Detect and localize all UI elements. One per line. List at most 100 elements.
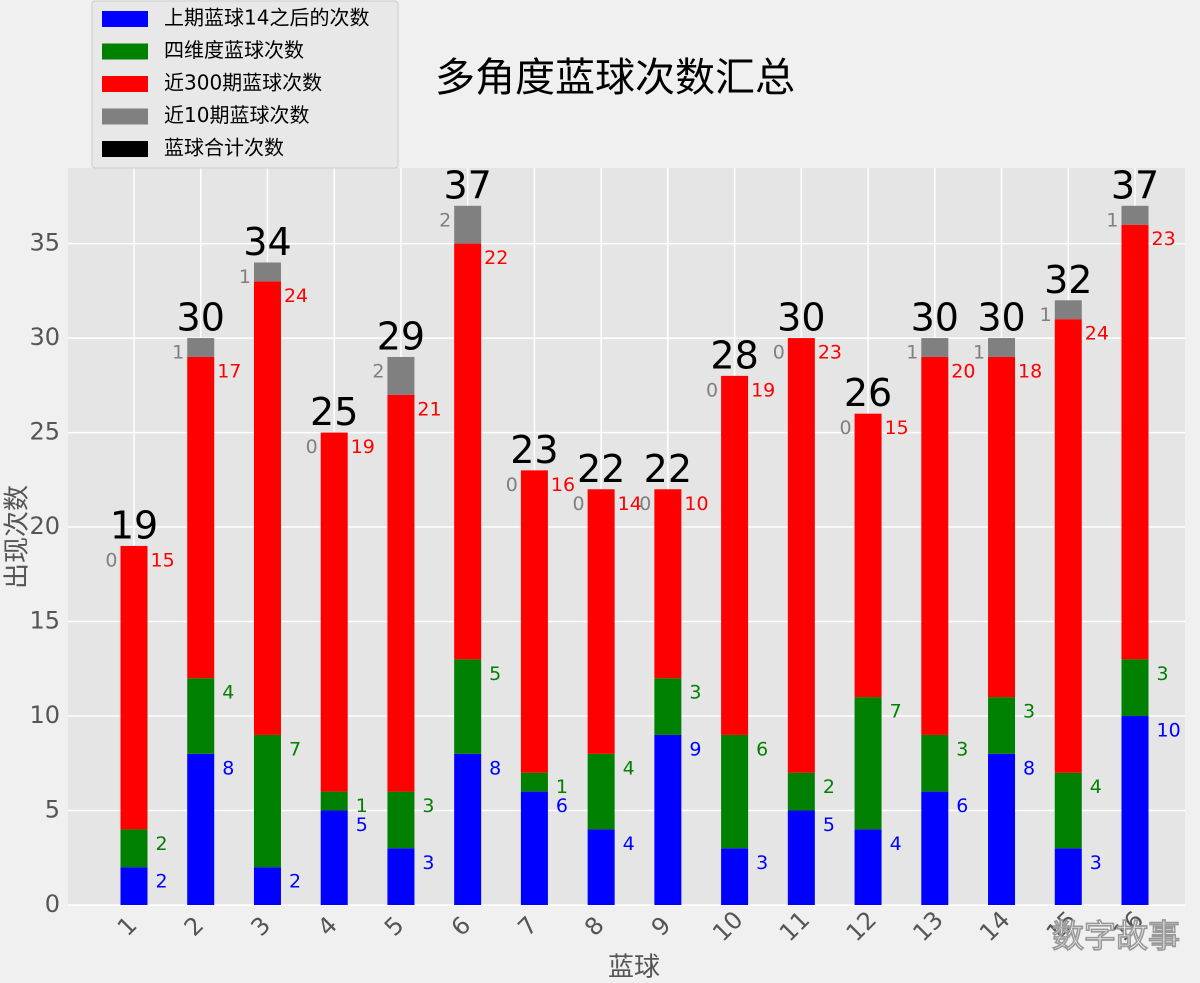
bar-segment <box>253 867 281 905</box>
bar-segment <box>387 356 415 395</box>
value-label: 24 <box>1085 323 1109 345</box>
value-label: 3 <box>1023 701 1035 723</box>
total-label: 30 <box>977 296 1025 340</box>
legend-swatch <box>102 76 148 92</box>
bar-segment <box>120 829 148 868</box>
value-label: 3 <box>1157 663 1169 685</box>
bar-segment <box>921 734 949 792</box>
legend-label: 蓝球合计次数 <box>164 136 284 160</box>
value-label: 6 <box>756 738 768 760</box>
value-label: 1 <box>1040 304 1052 326</box>
bar-segment <box>787 338 815 773</box>
bar-segment <box>387 791 415 849</box>
value-label: 1 <box>239 266 251 288</box>
value-label: 4 <box>623 833 635 855</box>
value-label: 21 <box>417 398 441 420</box>
bar-segment <box>921 338 949 357</box>
bar-segment <box>587 489 615 754</box>
total-label: 26 <box>844 371 892 415</box>
bar-segment <box>587 829 615 905</box>
value-label: 2 <box>156 871 168 893</box>
value-label: 19 <box>751 379 775 401</box>
bar-segment <box>253 734 281 868</box>
value-label: 6 <box>956 795 968 817</box>
bar-segment <box>654 489 682 679</box>
legend-swatch <box>102 11 148 27</box>
total-label: 22 <box>644 447 692 491</box>
value-label: 16 <box>551 474 575 496</box>
value-label: 9 <box>689 738 701 760</box>
y-axis-label: 出现次数 <box>3 485 33 589</box>
value-label: 8 <box>1023 757 1035 779</box>
bar-segment <box>988 356 1016 698</box>
value-label: 20 <box>951 360 975 382</box>
y-tick-label: 25 <box>29 418 60 446</box>
bar-segment <box>187 356 215 679</box>
value-label: 1 <box>172 342 184 364</box>
bar-segment <box>1054 300 1082 320</box>
value-label: 8 <box>489 757 501 779</box>
y-tick-label: 15 <box>29 607 60 635</box>
total-label: 28 <box>710 333 758 377</box>
value-label: 4 <box>623 757 635 779</box>
value-label: 2 <box>372 360 384 382</box>
y-tick-label: 0 <box>45 890 60 918</box>
value-label: 3 <box>956 738 968 760</box>
value-label: 3 <box>422 795 434 817</box>
legend-swatch <box>102 141 148 157</box>
bar-segment <box>187 753 215 905</box>
bar-segment <box>921 356 949 735</box>
legend-box <box>91 0 399 169</box>
value-label: 3 <box>1090 852 1102 874</box>
bar-segment <box>721 848 749 905</box>
value-label: 3 <box>422 852 434 874</box>
value-label: 1 <box>556 776 568 798</box>
value-label: 0 <box>839 417 851 439</box>
value-label: 18 <box>1018 360 1042 382</box>
value-label: 4 <box>890 833 902 855</box>
watermark: 数字故事 <box>1052 917 1180 955</box>
legend-swatch <box>102 108 148 125</box>
bar-segment <box>1121 224 1149 660</box>
value-label: 4 <box>222 682 234 704</box>
bar-segment <box>854 697 882 830</box>
value-label: 2 <box>289 871 301 893</box>
total-label: 30 <box>177 296 225 340</box>
bar-segment <box>253 262 281 282</box>
bar-segment <box>520 791 548 905</box>
value-label: 15 <box>151 549 175 571</box>
value-label: 19 <box>351 436 375 458</box>
bar-segment <box>320 810 348 905</box>
bar-segment <box>988 697 1016 754</box>
bar-segment <box>387 848 415 905</box>
value-label: 1 <box>356 795 368 817</box>
plot-area <box>68 168 1185 905</box>
y-tick-label: 5 <box>45 796 60 824</box>
bar-segment <box>387 394 415 792</box>
bar-segment <box>253 281 281 735</box>
total-label: 19 <box>110 503 158 547</box>
value-label: 15 <box>885 417 909 439</box>
y-tick-label: 10 <box>29 701 60 729</box>
chart-title: 多角度蓝球次数汇总 <box>435 55 795 101</box>
value-label: 23 <box>818 342 842 364</box>
bar-segment <box>320 791 348 811</box>
bar-segment <box>454 243 482 660</box>
bar-segment <box>520 772 548 792</box>
value-label: 14 <box>618 493 642 515</box>
legend-label: 近300期蓝球次数 <box>164 71 322 95</box>
value-label: 5 <box>356 814 368 836</box>
y-tick-label: 20 <box>29 512 60 540</box>
bar-segment <box>320 432 348 792</box>
value-label: 6 <box>556 795 568 817</box>
total-label: 25 <box>310 390 358 434</box>
total-label: 34 <box>243 220 291 264</box>
bar-segment <box>787 772 815 811</box>
value-label: 10 <box>684 493 708 515</box>
value-label: 0 <box>506 474 518 496</box>
value-label: 10 <box>1157 720 1181 742</box>
value-label: 7 <box>890 701 902 723</box>
value-label: 0 <box>306 436 318 458</box>
total-label: 29 <box>377 314 425 358</box>
